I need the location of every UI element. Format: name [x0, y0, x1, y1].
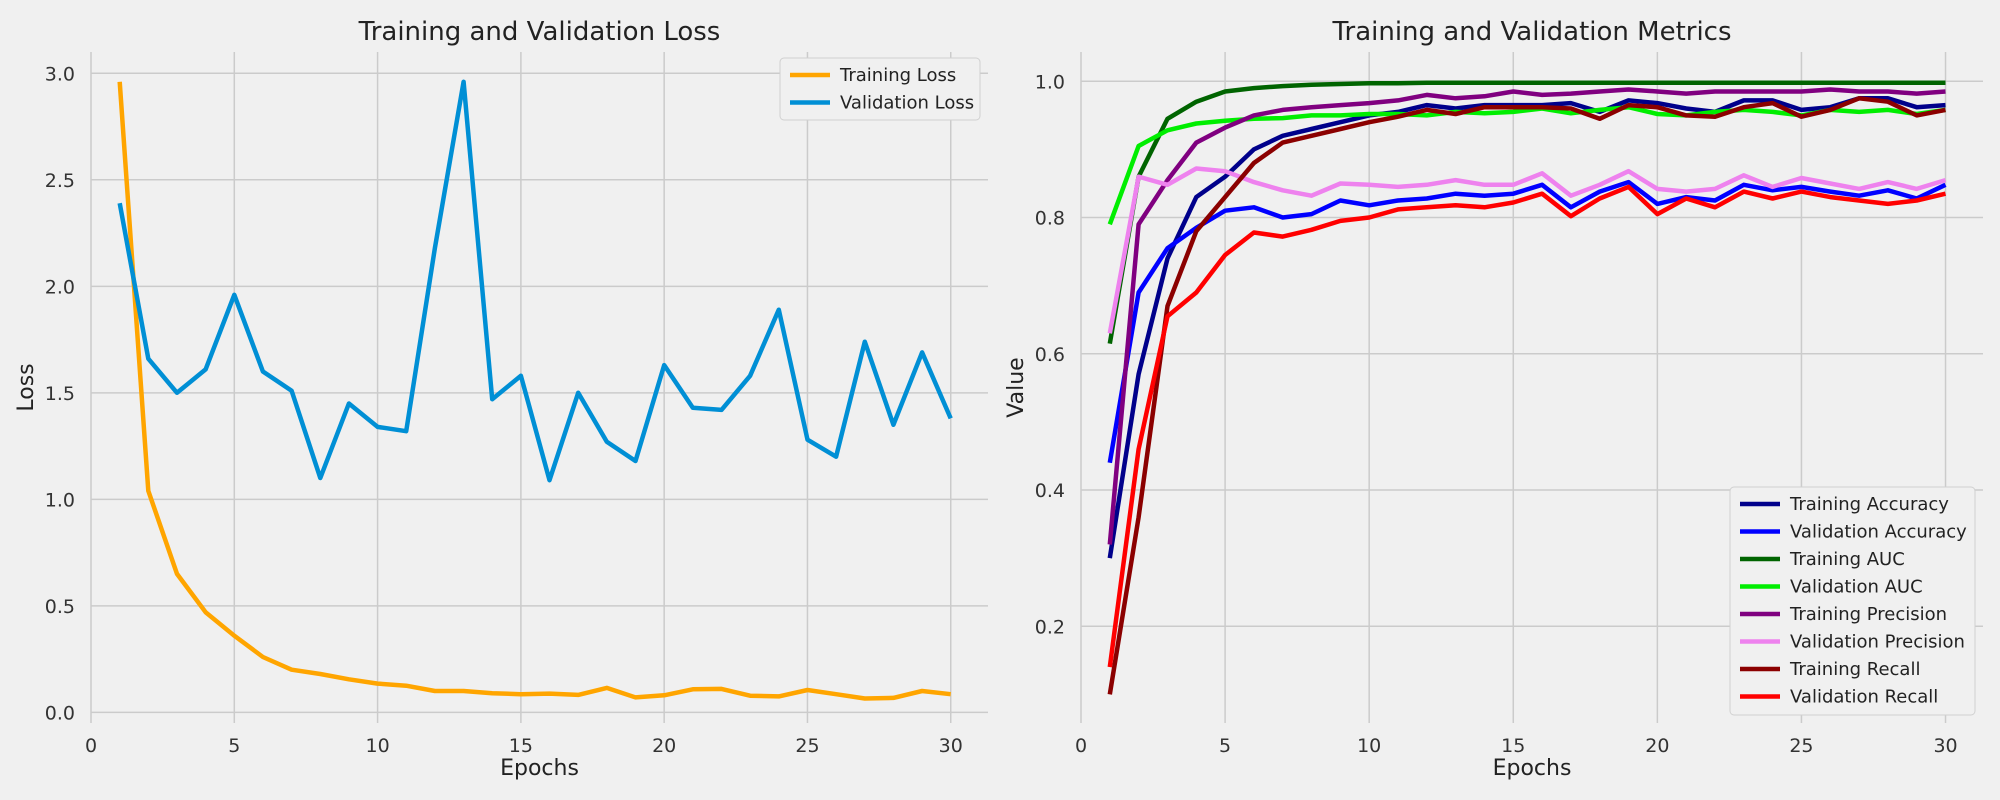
metrics-x-tick-label: 20: [1645, 735, 1669, 757]
training-recall-line: [1107, 96, 1946, 695]
metrics-y-tick-label: 1.0: [1035, 71, 1065, 93]
validation-recall-line: [1107, 184, 1947, 668]
metrics-chart: 0 5 10 15 20 25 30 0.2 0.4 0.6 0.8 1.0 Training and …: [1004, 17, 1983, 781]
validation-accuracy-legend-label: Validation Accuracy: [1790, 522, 1967, 543]
loss-x-tick-label: 15: [509, 735, 533, 757]
validation-precision-legend-label: Validation Precision: [1790, 632, 1965, 653]
loss-chart: 0 5 10 15 20 25 30 0.0 0.5 1.0 1.5 2.0 2.5 3.0 Trainin…: [14, 17, 988, 781]
loss-x-axis-label: Epochs: [500, 756, 579, 781]
loss-chart-title: Training and Validation Loss: [358, 17, 721, 47]
loss-y-tick-label: 1.5: [45, 383, 75, 405]
metrics-y-tick-label: 0.4: [1035, 480, 1065, 502]
metrics-legend: Training Accuracy Validation Accuracy Trai…: [1729, 486, 1976, 716]
loss-legend: Training Loss Validation Loss: [779, 57, 981, 121]
metrics-x-tick-label: 25: [1789, 735, 1813, 757]
metrics-x-tick-label: 0: [1075, 735, 1087, 757]
validation-auc-legend-label: Validation AUC: [1790, 577, 1923, 598]
training-precision-line: [1107, 87, 1946, 545]
validation-precision-line: [1107, 166, 1947, 334]
validation-loss-line: [117, 79, 953, 483]
metrics-series-lines: [1107, 80, 1947, 695]
loss-x-tick-label: 25: [795, 735, 819, 757]
loss-x-tick-label: 20: [652, 735, 676, 757]
validation-loss-legend-label: Validation Loss: [840, 93, 974, 114]
metrics-x-tick-label: 30: [1933, 735, 1957, 757]
metrics-chart-title: Training and Validation Metrics: [1331, 17, 1731, 47]
loss-y-tick-label: 0.5: [45, 596, 75, 618]
metrics-y-tick-label: 0.2: [1035, 616, 1065, 638]
training-precision-legend-label: Training Precision: [1789, 604, 1947, 625]
metrics-legend-box: [1729, 486, 1976, 716]
loss-plot-area: [91, 52, 988, 723]
loss-y-axis-label: Loss: [14, 363, 39, 411]
training-loss-line: [117, 81, 951, 701]
loss-x-tick-label: 30: [939, 735, 963, 757]
loss-x-tick-label: 10: [365, 735, 389, 757]
loss-y-tick-label: 0.0: [45, 702, 75, 724]
training-auc-legend-label: Training AUC: [1789, 549, 1905, 570]
metrics-x-tick-label: 10: [1357, 735, 1381, 757]
metrics-x-tick-label: 15: [1501, 735, 1525, 757]
training-accuracy-legend-label: Training Accuracy: [1789, 494, 1949, 515]
metrics-y-tick-label: 0.8: [1035, 208, 1065, 230]
loss-x-tick-label: 0: [85, 735, 97, 757]
training-recall-legend-label: Training Recall: [1789, 659, 1920, 680]
loss-y-tick-label: 2.0: [45, 276, 75, 298]
training-loss-legend-label: Training Loss: [839, 65, 956, 86]
metrics-y-tick-label: 0.6: [1035, 344, 1065, 366]
metrics-x-tick-label: 5: [1219, 735, 1231, 757]
loss-y-tick-label: 1.0: [45, 489, 75, 511]
loss-y-tick-label: 2.5: [45, 170, 75, 192]
loss-x-tick-label: 5: [228, 735, 240, 757]
loss-gridlines: [90, 52, 988, 723]
metrics-y-axis-label: Value: [1004, 357, 1029, 417]
loss-series-lines: [117, 79, 953, 701]
loss-y-tick-label: 3.0: [45, 63, 75, 85]
training-auc-line: [1107, 80, 1946, 344]
validation-recall-legend-label: Validation Recall: [1790, 687, 1938, 708]
validation-accuracy-line: [1107, 179, 1947, 464]
metrics-x-axis-label: Epochs: [1493, 756, 1572, 781]
